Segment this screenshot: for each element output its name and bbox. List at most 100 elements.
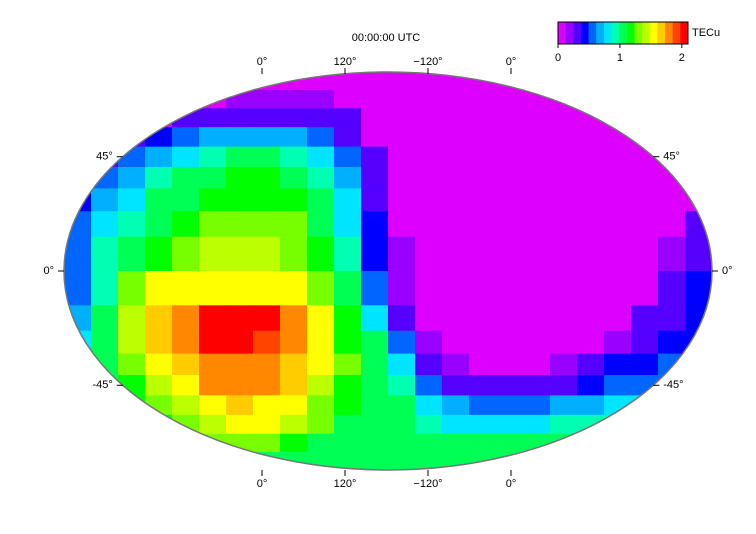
tec-cell (361, 433, 389, 453)
tec-cell (577, 452, 605, 470)
tec-cell (172, 188, 200, 212)
tec-cell (307, 211, 335, 238)
tec-cell (577, 166, 605, 189)
tec-cell (388, 108, 416, 128)
lat-tick-label: 45° (663, 151, 680, 163)
tec-cell (307, 375, 335, 396)
tec-cell (280, 89, 308, 109)
tec-cell (469, 146, 497, 168)
tec-cell (550, 433, 578, 453)
colorbar-segment (649, 22, 658, 44)
tec-cell (280, 305, 308, 332)
tec-cell (91, 72, 119, 91)
tec-cell (253, 72, 281, 91)
tec-cell (604, 433, 632, 453)
colorbar-segment (588, 22, 597, 44)
tec-cell (658, 72, 686, 91)
tec-cell (307, 108, 335, 128)
tec-cell (172, 452, 200, 470)
tec-cell (523, 127, 551, 148)
tec-cell (415, 146, 443, 168)
tec-cell (469, 433, 497, 453)
tec-cell (388, 414, 416, 435)
tec-cell (496, 108, 524, 128)
tec-cell (550, 305, 578, 332)
tec-cell (523, 353, 551, 376)
tec-cell (253, 414, 281, 435)
tec-cell (496, 375, 524, 396)
tec-cell (118, 108, 146, 128)
tec-cell (253, 330, 281, 355)
lon-tick-label: 0° (506, 478, 517, 490)
tec-cell (442, 89, 470, 109)
tec-cell (91, 433, 119, 453)
tec-cell (172, 305, 200, 332)
tec-cell (550, 375, 578, 396)
tec-cell (361, 330, 389, 355)
tec-cell (307, 452, 335, 470)
tec-cell (91, 452, 119, 470)
tec-cell (64, 414, 92, 435)
tec-cell (64, 452, 92, 470)
tec-cell (577, 395, 605, 416)
tec-cell (604, 166, 632, 189)
tec-cell (496, 353, 524, 376)
colorbar-frame (557, 21, 689, 45)
tec-cell (469, 414, 497, 435)
tec-cell (361, 305, 389, 332)
tec-cell (118, 433, 146, 453)
tec-cell (469, 127, 497, 148)
tec-cell (253, 271, 281, 306)
tec-cell (577, 211, 605, 238)
tec-cell (577, 146, 605, 168)
tec-cell (685, 146, 712, 168)
tec-cell (118, 414, 146, 435)
tec-cell (415, 236, 443, 272)
tec-cell (550, 330, 578, 355)
colorbar-segment (611, 22, 620, 44)
tec-cell (388, 211, 416, 238)
tec-cell (469, 271, 497, 306)
tec-cell (361, 72, 389, 91)
tec-cell (199, 236, 227, 272)
tec-cell (658, 89, 686, 109)
tec-cell (118, 127, 146, 148)
tec-cell (253, 305, 281, 332)
tec-cell (64, 188, 92, 212)
tec-cell (307, 433, 335, 453)
tec-cell (388, 89, 416, 109)
tec-cell (64, 108, 92, 128)
tec-cell (685, 395, 712, 416)
tec-cell (685, 330, 712, 355)
tec-cell (577, 89, 605, 109)
tec-cell (226, 127, 254, 148)
tec-cell (523, 452, 551, 470)
tec-cell (658, 330, 686, 355)
tec-cell (199, 72, 227, 91)
tec-cell (253, 146, 281, 168)
tec-cell (523, 89, 551, 109)
tec-cell (658, 211, 686, 238)
tec-cell (64, 146, 92, 168)
tec-cell (550, 414, 578, 435)
tec-cell (280, 375, 308, 396)
tec-cell (280, 127, 308, 148)
lon-tick-label: −120° (413, 478, 442, 490)
tec-cell (550, 236, 578, 272)
tec-cell (631, 166, 659, 189)
tec-cell (334, 452, 362, 470)
tec-cell (334, 236, 362, 272)
tec-cell (253, 108, 281, 128)
tec-cell (334, 188, 362, 212)
tec-cell (469, 166, 497, 189)
tec-cell (604, 89, 632, 109)
tec-cell (307, 236, 335, 272)
tec-cell (145, 188, 173, 212)
tec-cell (631, 188, 659, 212)
tec-cell (388, 395, 416, 416)
tec-cell (118, 236, 146, 272)
tec-cell (442, 211, 470, 238)
tec-cell (631, 353, 659, 376)
tec-cell (577, 188, 605, 212)
tec-cell (415, 353, 443, 376)
